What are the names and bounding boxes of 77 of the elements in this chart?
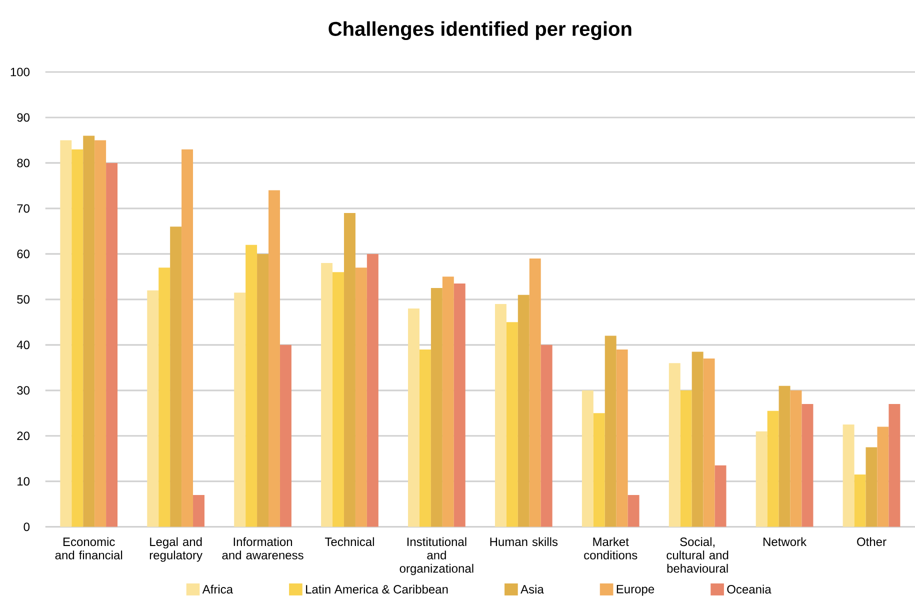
bar [529,258,541,528]
bar [703,358,715,528]
legend-label: Latin America & Caribbean [306,584,448,594]
bar [366,254,378,528]
bar [767,411,779,528]
x-tick-label: Legal and regulatory [150,537,202,562]
bar [842,424,854,528]
bar [866,447,878,528]
bar [790,390,802,528]
bar [628,495,640,528]
bar [257,254,268,528]
legend-label: Africa [202,584,234,594]
x-tick-label: Institutional and organizational [400,537,474,576]
x-tick-label: Market conditions [584,537,638,560]
bar [756,432,768,528]
bar [332,272,344,528]
bar [408,308,420,528]
bar [430,288,442,528]
bar [888,404,900,528]
y-tick-label: 0 [24,522,30,532]
bar [193,495,204,528]
bar [94,140,106,528]
bar [268,190,280,528]
bar [668,363,680,528]
bar [454,284,466,528]
legend-label: Oceania [727,584,772,594]
x-tick-label: Economic and financial [55,537,122,560]
bar [60,140,72,528]
x-tick-label: Network [764,537,807,546]
bar [355,268,367,528]
bar [106,163,118,528]
bar [540,345,552,528]
bar [419,350,431,528]
legend-label: Asia [520,584,544,594]
x-tick-label: Technical [324,537,374,546]
bar [182,150,194,528]
y-tick-label: 80 [17,158,30,168]
bar [506,322,518,528]
bar [494,304,506,528]
bar [83,136,95,528]
y-tick-label: 70 [17,204,30,213]
bar [854,474,866,528]
bar [778,386,790,528]
bar [344,213,356,528]
bar [714,466,726,528]
y-tick-label: 60 [17,250,30,258]
bar [321,263,333,528]
bar [442,276,454,528]
bar [680,390,692,528]
bar [604,336,616,528]
bar [518,295,530,528]
y-tick-label: 10 [18,477,30,486]
bar [234,292,246,528]
bar [246,245,258,528]
chart-title: Challenges identified per region [328,22,632,40]
x-tick-label: Human skills [490,537,558,546]
bar [692,352,704,528]
y-tick-label: 100 [10,68,30,77]
bar [616,350,628,528]
bar [593,413,605,528]
y-tick-label: 50 [17,295,30,304]
bar [877,427,889,528]
x-tick-label: Social, cultural and behavioural [666,537,728,573]
x-tick-label: Other [857,537,886,546]
y-tick-label: 90 [17,113,30,122]
bar [802,404,814,528]
bar [158,268,170,528]
y-tick-label: 30 [17,386,30,395]
legend-label: Europe [616,585,654,596]
y-tick-label: 20 [17,432,30,440]
bar [280,345,292,528]
bar [582,390,594,528]
bar [72,150,84,528]
bar [147,290,159,528]
bar [170,226,182,528]
y-tick-label: 40 [16,340,30,350]
x-tick-label: Information and awareness [222,537,304,560]
